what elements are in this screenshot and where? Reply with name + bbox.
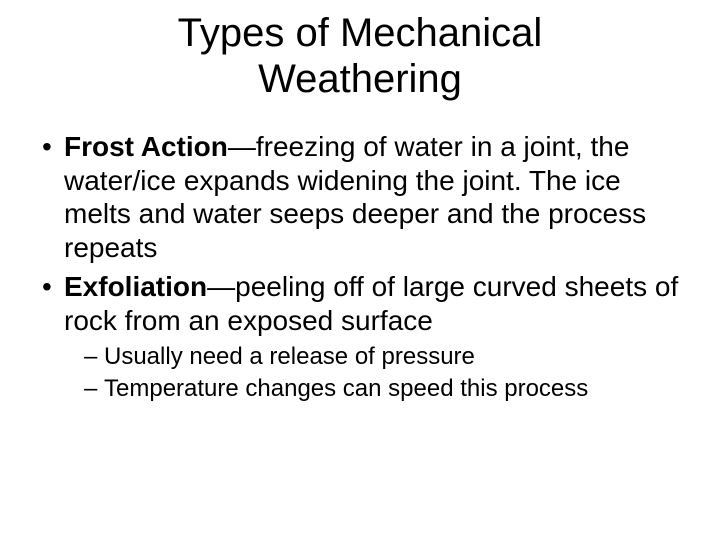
bullet-term: Frost Action — [64, 131, 228, 162]
slide-title: Types of Mechanical Weathering — [40, 10, 680, 102]
title-line-2: Weathering — [258, 57, 462, 101]
sub-list-item: Temperature changes can speed this proce… — [64, 374, 680, 404]
title-line-1: Types of Mechanical — [178, 11, 543, 55]
bullet-term: Exfoliation — [64, 271, 207, 302]
sub-list: Usually need a release of pressure Tempe… — [64, 342, 680, 404]
slide: Types of Mechanical Weathering Frost Act… — [0, 0, 720, 540]
list-item: Exfoliation—peeling off of large curved … — [40, 270, 680, 403]
sub-list-item: Usually need a release of pressure — [64, 342, 680, 372]
list-item: Frost Action—freezing of water in a join… — [40, 130, 680, 264]
bullet-list: Frost Action—freezing of water in a join… — [40, 130, 680, 404]
